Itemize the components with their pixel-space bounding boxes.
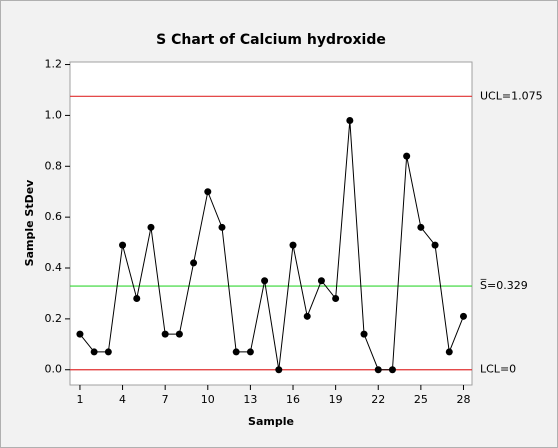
- y-axis-label: Sample StDev: [23, 179, 36, 267]
- x-tick-label: 16: [286, 393, 300, 406]
- data-point: [445, 348, 453, 356]
- data-point: [417, 223, 425, 231]
- data-point: [190, 259, 198, 267]
- control-label: S̅=0.329: [480, 279, 528, 292]
- y-tick-label: 0.6: [45, 210, 63, 223]
- data-point: [246, 348, 254, 356]
- data-point: [332, 295, 340, 303]
- x-tick-label: 4: [119, 393, 126, 406]
- series-line: [79, 120, 464, 371]
- x-tick-label: 1: [76, 393, 83, 406]
- x-tick-label: 25: [414, 393, 428, 406]
- data-point: [374, 366, 382, 374]
- data-point: [119, 241, 127, 249]
- x-tick-label: 22: [371, 393, 385, 406]
- data-point: [90, 348, 98, 356]
- control-label: UCL=1.075: [480, 89, 543, 102]
- data-point: [289, 241, 297, 249]
- data-point: [275, 366, 283, 374]
- data-point: [133, 295, 141, 303]
- data-point: [76, 330, 84, 338]
- data-point: [360, 330, 368, 338]
- data-point: [232, 348, 240, 356]
- y-tick-label: 1.0: [45, 108, 63, 121]
- data-point: [261, 277, 269, 285]
- data-point: [346, 116, 354, 124]
- data-point: [104, 348, 112, 356]
- data-point: [147, 223, 155, 231]
- x-tick-label: 19: [329, 393, 343, 406]
- data-point: [175, 330, 183, 338]
- data-point: [403, 152, 411, 160]
- data-point: [161, 330, 169, 338]
- y-tick-label: 0.8: [45, 159, 63, 172]
- data-point: [388, 366, 396, 374]
- y-tick-label: 0.0: [45, 363, 63, 376]
- data-point: [459, 312, 467, 320]
- data-point: [204, 188, 212, 196]
- x-axis-label: Sample: [248, 415, 294, 428]
- data-point: [218, 223, 226, 231]
- x-tick-label: 28: [456, 393, 470, 406]
- x-tick-label: 13: [243, 393, 257, 406]
- data-point: [431, 241, 439, 249]
- data-point: [303, 312, 311, 320]
- y-tick-label: 1.2: [45, 58, 63, 71]
- plot-area: [69, 61, 473, 386]
- control-label: LCL=0: [480, 363, 516, 376]
- y-tick-label: 0.2: [45, 312, 63, 325]
- data-point: [317, 277, 325, 285]
- x-tick-label: 7: [162, 393, 169, 406]
- y-tick-label: 0.4: [45, 261, 63, 274]
- x-tick-label: 10: [201, 393, 215, 406]
- chart-title: S Chart of Calcium hydroxide: [156, 32, 386, 48]
